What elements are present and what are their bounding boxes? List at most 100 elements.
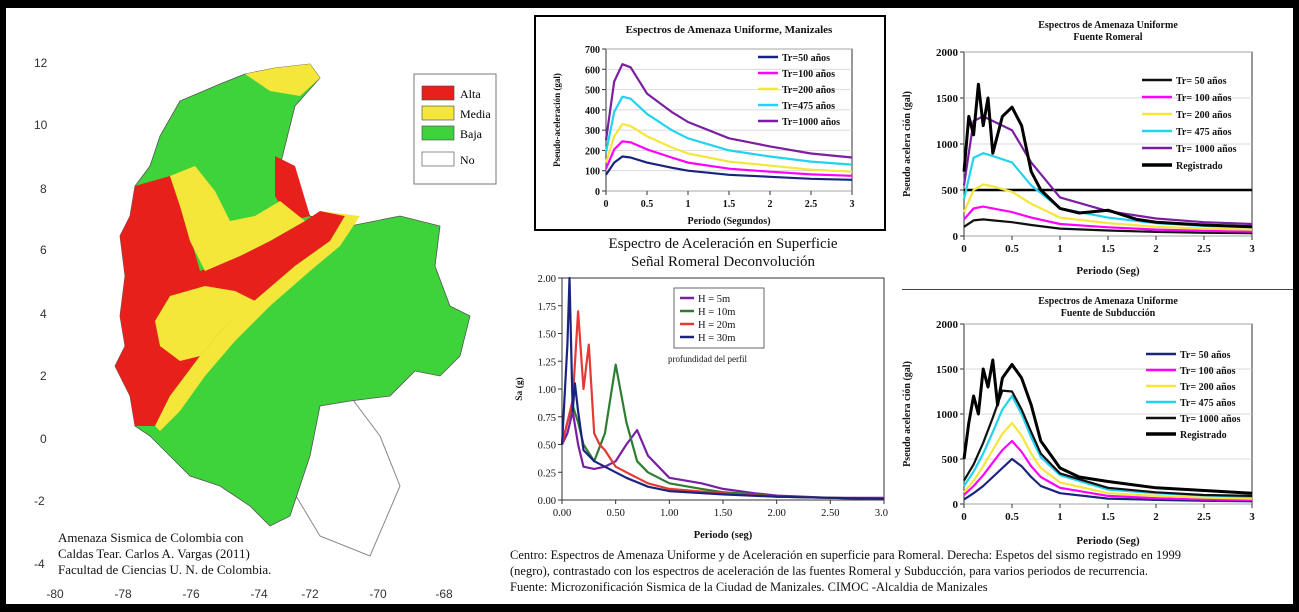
x-tick-label: 1 [1057, 243, 1063, 255]
legend-label: Tr= 200 años [1180, 382, 1236, 393]
series-line [604, 95, 853, 166]
figure-caption: Centro: Espectros de Amenaza Uniforme y … [510, 547, 1290, 595]
legend-label: Tr= 1000 años [1180, 414, 1241, 425]
series-line [963, 457, 1253, 503]
series-line [604, 63, 853, 159]
legend-label: Tr=200 años [782, 85, 835, 96]
x-axis-label: Periodo (seg) [694, 530, 753, 541]
legend-label: Tr= 50 años [1176, 76, 1227, 87]
x-tick-label: 1.00 [660, 508, 678, 519]
x-tick-label: 0 [961, 511, 967, 523]
y-tick-label: 1500 [936, 93, 959, 105]
panel-divider [902, 289, 1293, 290]
x-tick-label: 2 [768, 199, 773, 210]
x-axis-label: Periodo (Seg) [1076, 535, 1140, 547]
chart-title: Espectros de Amenaza Uniforme [1038, 20, 1178, 31]
map-x-tick: -76 [182, 587, 200, 601]
series-line [963, 439, 1253, 501]
map-y-tick: 0 [40, 432, 47, 446]
y-tick-label: 500 [585, 86, 600, 97]
x-tick-label: 0.5 [1005, 511, 1019, 523]
chart-title: Espectro de Aceleración en Superficie [608, 236, 837, 252]
x-tick-label: 2.5 [1197, 243, 1211, 255]
y-tick-label: 200 [585, 146, 600, 157]
chart-title: Espectros de Amenaza Uniforme [1038, 296, 1178, 307]
series-line [963, 218, 1253, 235]
y-tick-label: 0.00 [538, 496, 556, 507]
x-tick-label: 2.50 [821, 508, 839, 519]
y-axis-label: Sa (g) [514, 377, 525, 401]
x-tick-label: 1.5 [723, 199, 736, 210]
series-line [962, 183, 1253, 231]
figure-canvas: -80 -78 -76 -74 -72 -70 -68 12 10 8 6 4 … [6, 8, 1293, 604]
y-tick-label: 1000 [936, 139, 959, 151]
x-tick-label: 2 [1153, 243, 1159, 255]
y-tick-label: 2000 [936, 319, 959, 331]
map-y-axis: 12 10 8 6 4 2 0 -2 -4 [34, 56, 48, 571]
x-tick-label: 3 [1249, 511, 1255, 523]
x-tick-label: 2.5 [1197, 511, 1211, 523]
map-y-tick: 4 [40, 307, 47, 321]
legend-label-no: No [460, 153, 475, 167]
map-y-tick: -2 [34, 494, 45, 508]
x-tick-label: 2.00 [767, 508, 785, 519]
map-region-media-band [155, 211, 360, 431]
legend-label: Tr= 1000 años [1176, 144, 1237, 155]
y-tick-label: 1.00 [538, 385, 556, 396]
y-tick-label: 1000 [936, 409, 959, 421]
legend-label: Registrado [1176, 161, 1223, 172]
chart-title: Espectros de Amenaza Uniforme, Manizales [626, 24, 833, 36]
figure-caption-line: Centro: Espectros de Amenaza Uniforme y … [510, 548, 1181, 562]
chart-manizales-panel: Espectros de Amenaza Uniforme, Manizales… [534, 15, 886, 231]
map-x-tick: -74 [250, 587, 268, 601]
x-tick-label: 1.50 [714, 508, 732, 519]
x-tick-label: 1 [686, 199, 691, 210]
x-axis-label: Periodo (Seg) [1076, 265, 1140, 277]
legend-label: Tr=475 años [782, 101, 835, 112]
legend-label: Tr= 475 años [1180, 398, 1236, 409]
chart-subtitle: Señal Romeral Deconvolución [631, 254, 816, 270]
chart-superficie-panel: Espectro de Aceleración en Superficie Señ… [508, 230, 888, 550]
map-caption-line: Facultad de Ciencias U. N. de Colombia. [58, 562, 272, 577]
y-axis-label: Pseudo-aceleración (gal) [552, 73, 562, 167]
y-tick-label: 1.50 [538, 330, 556, 341]
x-tick-label: 0.5 [1005, 243, 1019, 255]
y-tick-label: 100 [585, 167, 600, 178]
legend-label-baja: Baja [460, 127, 483, 141]
map-region-media-south [155, 286, 255, 361]
legend-label: Tr=50 años [782, 53, 830, 64]
x-tick-label: 3 [1249, 243, 1255, 255]
colombia-hazard-map: -80 -78 -76 -74 -72 -70 -68 12 10 8 6 4 … [20, 16, 504, 601]
series-line [605, 155, 853, 181]
x-tick-label: 0 [604, 199, 609, 210]
series-line [962, 82, 1253, 229]
map-x-tick: -80 [46, 587, 64, 601]
map-caption-line: Caldas Tear. Carlos A. Vargas (2011) [58, 546, 250, 561]
figure-caption-line: (negro), contrastado con los espectros d… [510, 564, 1148, 578]
series-line [604, 122, 853, 173]
y-tick-label: 500 [942, 454, 959, 466]
legend-label: Tr=100 años [782, 69, 835, 80]
map-legend: Alta Media Baja No [413, 73, 497, 185]
chart-annotation: profundidad del perfil [668, 354, 747, 364]
series-line [962, 358, 1253, 495]
x-tick-label: 2.5 [805, 199, 818, 210]
legend-label-alta: Alta [460, 87, 481, 101]
legend-label: Registrado [1180, 430, 1227, 441]
x-tick-label: 2 [1153, 511, 1159, 523]
y-tick-label: 2000 [936, 47, 959, 59]
map-region-media [170, 166, 305, 271]
chart-manizales: Espectros de Amenaza Uniforme, Manizales… [552, 24, 855, 227]
chart-superficie: Espectro de Aceleración en Superficie Señ… [514, 236, 888, 541]
legend-label: H = 10m [698, 307, 735, 318]
map-y-tick: -4 [34, 557, 45, 571]
map-x-tick: -68 [435, 587, 453, 601]
map-y-tick: 2 [40, 369, 47, 383]
legend-swatch-baja [421, 125, 455, 141]
y-tick-label: 500 [942, 185, 959, 197]
x-axis-label: Periodo (Segundos) [687, 216, 770, 227]
legend-label: H = 30m [698, 333, 735, 344]
x-tick-label: 0.50 [606, 508, 624, 519]
y-tick-label: 0.25 [538, 468, 556, 479]
